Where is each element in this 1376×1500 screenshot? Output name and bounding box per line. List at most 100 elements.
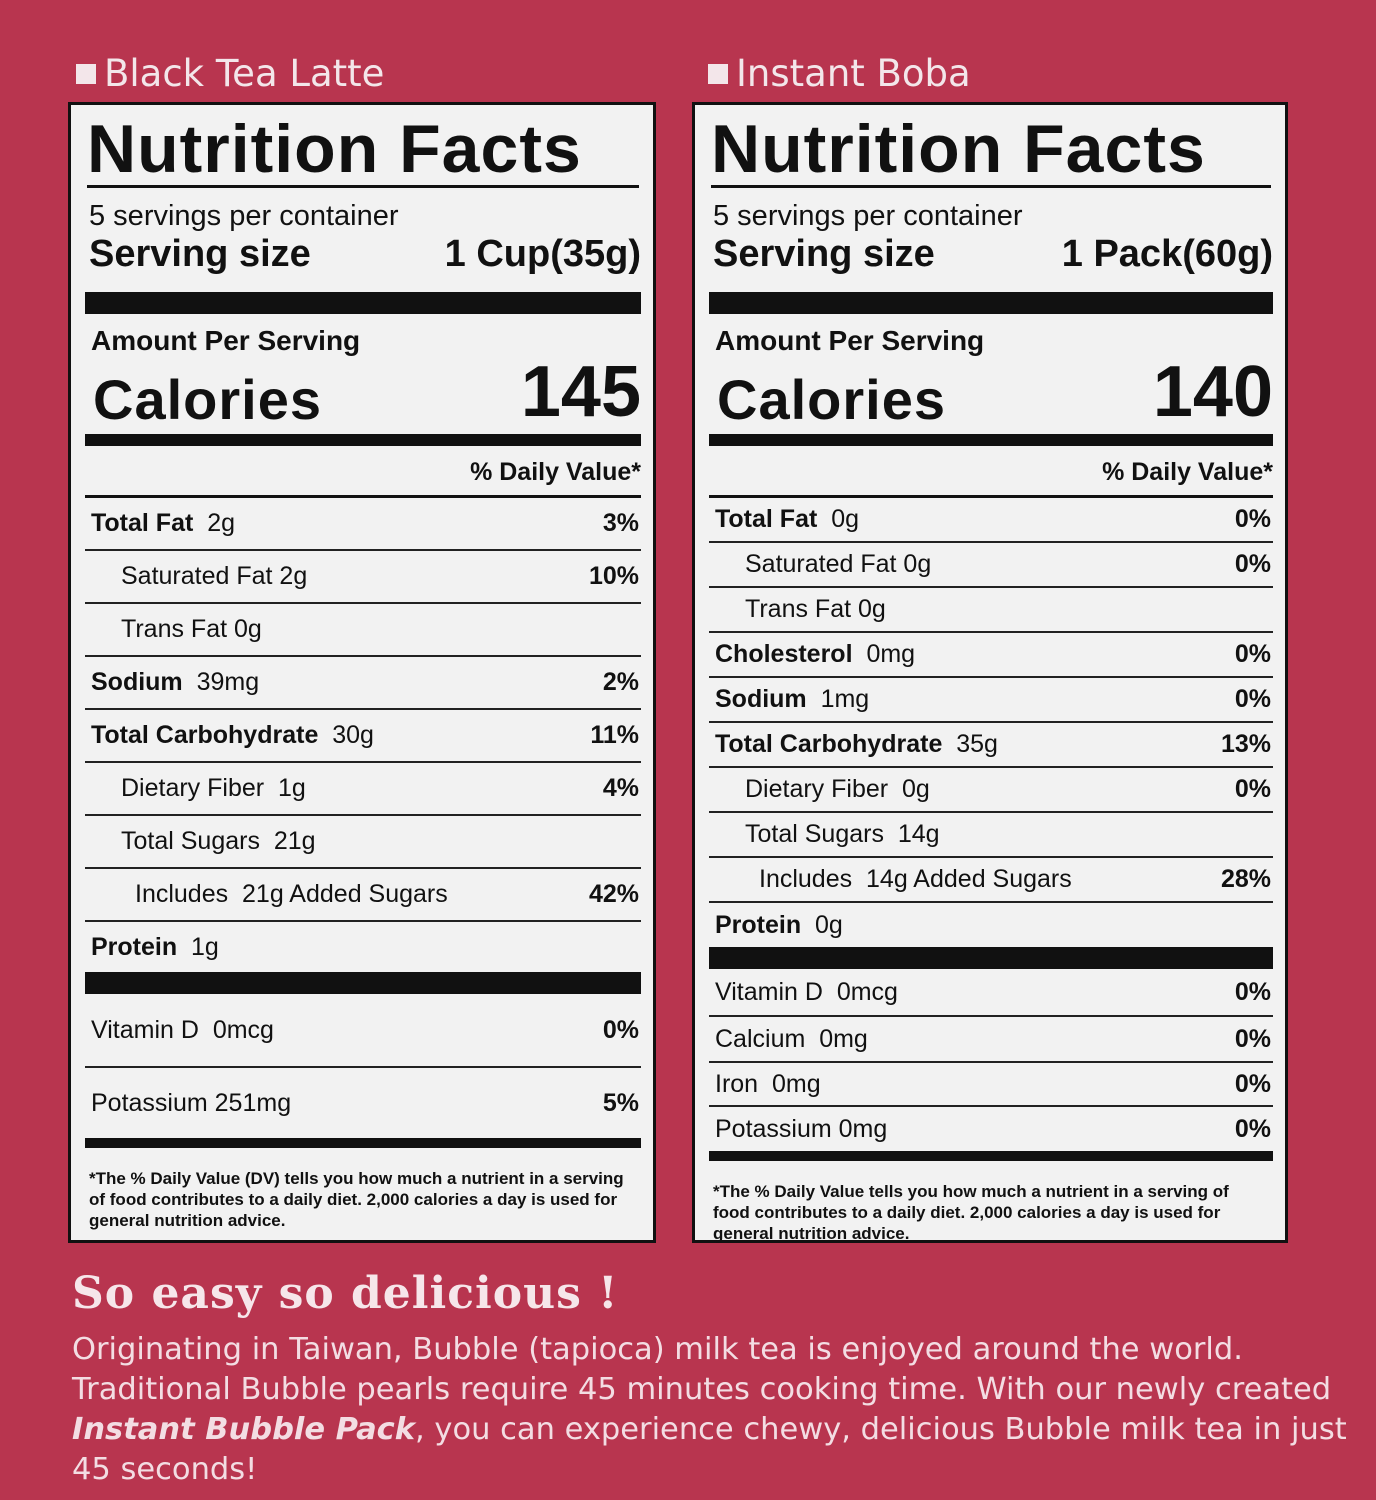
nutrient-amount: 1mg [820, 685, 870, 713]
nutrient-percent: 0% [602, 1015, 639, 1044]
nutrient-amount: 1g [278, 774, 306, 802]
nutrient-name: Saturated Fat 0g [745, 550, 932, 578]
nutrient-percent: 42% [588, 880, 639, 908]
description-part-2: , you can experience chewy, delicious Bu… [72, 1412, 1347, 1487]
amount-per-serving: Amount Per Serving [715, 325, 985, 356]
nutrient-row-cholesterol: Cholesterol 0mg 0% [709, 633, 1273, 678]
calories-row: Calories 140 [709, 356, 1273, 428]
description-paragraph: Originating in Taiwan, Bubble (tapioca) … [72, 1330, 1362, 1490]
nutrient-name: Trans Fat 0g [745, 595, 886, 623]
nutrient-name: Trans Fat 0g [121, 615, 262, 643]
calories-label: Calories [93, 368, 322, 431]
serving-size: Serving size 1 Pack(60g) [709, 232, 1273, 276]
medium-divider [85, 434, 641, 446]
nutrition-panel-instant-boba: Nutrition Facts 5 servings per container… [692, 102, 1288, 1243]
nutrient-amount: 0g [815, 910, 843, 939]
nutrient-row-total-carbohydrate: Total Carbohydrate 35g 13% [709, 723, 1273, 768]
nutrient-percent: 0% [1234, 977, 1271, 1006]
serving-size-value: 1 Pack(60g) [1061, 233, 1273, 275]
nutrient-name: Iron [715, 1069, 759, 1098]
nutrient-name: Sodium [91, 668, 183, 696]
nutrient-percent: 2% [602, 668, 639, 696]
serving-size-label: Serving size [89, 233, 311, 275]
daily-value-header: % Daily Value* [85, 446, 641, 498]
product-heading-black-tea-latte: Black Tea Latte [76, 52, 384, 95]
calories-value: 140 [1152, 352, 1273, 432]
nutrient-name: Dietary Fiber [745, 775, 889, 803]
calories-label: Calories [717, 368, 946, 431]
nutrient-amount: 35g [956, 730, 998, 758]
nutrient-percent: 0% [1234, 685, 1271, 713]
nutrition-panel-black-tea-latte: Nutrition Facts 5 servings per container… [68, 102, 656, 1243]
nutrient-amount: 0mg [866, 640, 916, 668]
nutrient-percent: 0% [1234, 775, 1271, 803]
nutrient-row-saturated-fat: Saturated Fat 0g 0% [709, 543, 1273, 588]
nutrient-row-sodium: Sodium 39mg 2% [85, 657, 641, 710]
nutrient-percent: 0% [1234, 1114, 1271, 1143]
product-heading-instant-boba: Instant Boba [708, 52, 971, 95]
nutrient-row-total-sugars: Total Sugars 21g [85, 816, 641, 869]
calories-row: Calories 145 [85, 356, 641, 428]
thick-divider [709, 292, 1273, 314]
nutrient-name: Potassium 0mg [715, 1114, 888, 1143]
nutrient-row-dietary-fiber: Dietary Fiber 1g 4% [85, 763, 641, 816]
nutrient-row-total-sugars: Total Sugars 14g [709, 813, 1273, 858]
nutrient-percent: 0% [1234, 1069, 1271, 1098]
nutrient-row-added-sugars: Includes 14g Added Sugars 28% [709, 858, 1273, 903]
nutrient-row-total-fat: Total Fat 2g 3% [85, 498, 641, 551]
slogan-heading: So easy so delicious ! [72, 1268, 619, 1319]
nutrient-row-trans-fat: Trans Fat 0g [709, 588, 1273, 633]
nutrient-row-calcium: Calcium 0mg 0% [709, 1017, 1273, 1063]
nutrient-amount: 30g [332, 721, 374, 749]
nutrient-row-potassium: Potassium 0mg 0% [709, 1107, 1273, 1151]
serving-size-label: Serving size [713, 233, 935, 275]
serving-size-value: 1 Cup(35g) [444, 233, 641, 275]
nutrient-percent: 13% [1220, 730, 1271, 758]
servings-per-container: 5 servings per container [713, 200, 1023, 232]
nutrient-name: Protein [91, 932, 178, 961]
nutrient-name: Total Carbohydrate [715, 730, 943, 758]
nutrient-percent: 0% [1234, 550, 1271, 578]
nutrient-amount: 0mcg [212, 1015, 274, 1044]
nutrient-name: Includes [759, 865, 853, 893]
nutrient-percent: 0% [1234, 1024, 1271, 1053]
nutrient-percent: 10% [588, 562, 639, 590]
nutrient-name: Potassium 251mg [91, 1088, 292, 1117]
nutrient-amount: 0g [902, 775, 930, 803]
nutrient-amount: 2g [207, 509, 236, 537]
nutrient-row-trans-fat: Trans Fat 0g [85, 604, 641, 657]
nutrient-row-protein: Protein 1g [85, 922, 641, 972]
square-bullet-icon [76, 63, 96, 84]
nutrient-percent: 0% [1234, 640, 1271, 668]
product-heading-label: Black Tea Latte [104, 52, 385, 95]
nutrient-row-total-carbohydrate: Total Carbohydrate 30g 11% [85, 710, 641, 763]
product-heading-label: Instant Boba [736, 52, 971, 95]
nutrient-name: Calcium [715, 1024, 806, 1053]
nutrient-row-potassium: Potassium 251mg 5% [85, 1068, 641, 1138]
nutrient-amount: 21g [273, 827, 316, 855]
nutrient-amount: 0mcg [836, 977, 898, 1006]
nutrient-name: Vitamin D [91, 1015, 199, 1044]
nutrient-name: Sodium [715, 685, 807, 713]
nutrient-amount: 14g Added Sugars [866, 865, 1072, 893]
nutrition-facts-title: Nutrition Facts [711, 113, 1271, 188]
thin-divider [709, 1151, 1273, 1161]
calories-value: 145 [520, 352, 641, 432]
nutrient-row-saturated-fat: Saturated Fat 2g 10% [85, 551, 641, 604]
nutrient-percent: 28% [1220, 865, 1271, 893]
nutrient-name: Dietary Fiber [121, 774, 265, 802]
nutrient-amount: 21g Added Sugars [242, 880, 448, 908]
nutrient-name: Protein [715, 910, 802, 939]
nutrient-percent: 11% [590, 721, 639, 749]
nutrient-row-protein: Protein 0g [709, 903, 1273, 947]
nutrient-amount: 14g [897, 820, 940, 848]
nutrient-name: Includes [135, 880, 229, 908]
daily-value-header: % Daily Value* [709, 446, 1273, 498]
nutrient-name: Vitamin D [715, 977, 823, 1006]
nutrient-percent: 0% [1234, 505, 1271, 533]
nutrient-row-iron: Iron 0mg 0% [709, 1063, 1273, 1107]
nutrient-name: Total Fat [91, 509, 194, 537]
nutrient-name: Total Sugars [121, 827, 260, 855]
nutrient-amount: 0g [831, 505, 860, 533]
thick-divider [85, 292, 641, 314]
